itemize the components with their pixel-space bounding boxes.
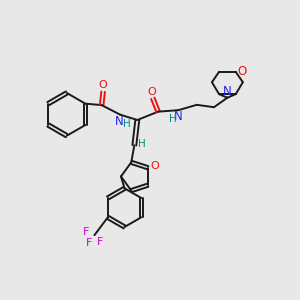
Text: N: N — [223, 85, 232, 98]
Text: O: O — [99, 80, 107, 90]
Text: H: H — [138, 139, 146, 149]
Text: N: N — [174, 110, 183, 123]
Text: F: F — [97, 237, 103, 247]
Text: H: H — [123, 118, 130, 128]
Text: H: H — [169, 114, 176, 124]
Text: O: O — [147, 87, 156, 97]
Text: F: F — [86, 238, 92, 248]
Text: O: O — [238, 65, 247, 78]
Text: N: N — [115, 115, 124, 128]
Text: O: O — [150, 161, 159, 171]
Text: F: F — [83, 226, 89, 237]
